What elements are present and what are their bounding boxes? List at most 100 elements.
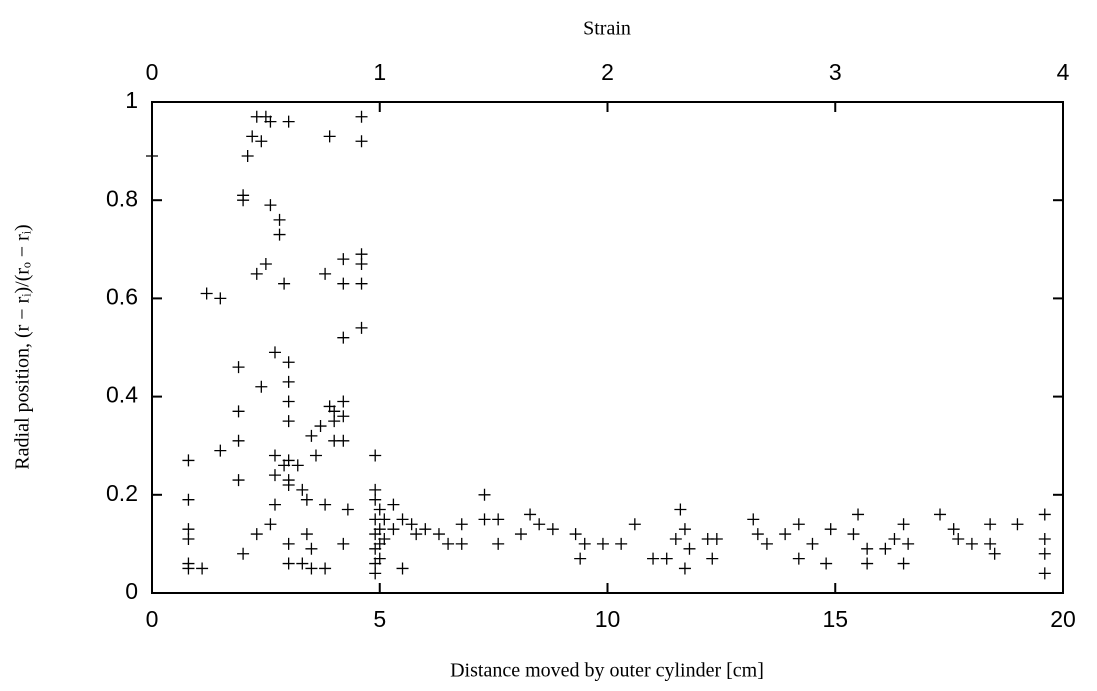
point [355,277,368,290]
point [879,542,892,555]
point [182,493,195,506]
point [792,518,805,531]
point [419,523,432,536]
point [861,542,874,555]
point [319,562,332,575]
point [492,513,505,526]
point [337,395,350,408]
point [792,552,805,565]
point [852,508,865,521]
point [250,267,263,280]
point [492,537,505,550]
point [296,557,309,570]
point [268,469,281,482]
point [615,537,628,550]
point [596,537,609,550]
plot-frame [151,101,1064,594]
point [861,557,874,570]
point [647,552,660,565]
point [897,557,910,570]
point [182,532,195,545]
point [282,415,295,428]
point [533,518,546,531]
y-axis-title: Radial position, (r − rᵢ)/(rₒ − rᵢ) [12,224,34,469]
point [378,513,391,526]
point [455,518,468,531]
point [278,277,291,290]
point [232,405,245,418]
point [779,528,792,541]
point [514,528,527,541]
point [259,258,272,271]
point [337,277,350,290]
point [442,537,455,550]
point [373,503,386,516]
point [282,375,295,388]
point [232,361,245,374]
point [264,199,277,212]
point [674,503,687,516]
point [760,537,773,550]
x2-tick-label: 3 [829,59,842,85]
point [246,130,259,143]
point [232,434,245,447]
top-axis-title: Strain [583,18,631,40]
point [305,562,318,575]
point [309,449,322,462]
point [268,346,281,359]
point [305,429,318,442]
point [660,552,673,565]
point [1038,532,1051,545]
point [300,528,313,541]
y-tick-label: 0.8 [106,185,138,211]
point [305,542,318,555]
point [355,110,368,123]
point [546,523,559,536]
point [323,130,336,143]
point [291,459,304,472]
point [319,498,332,511]
point [328,415,341,428]
point [337,434,350,447]
point [965,537,978,550]
x2-tick-label: 1 [373,59,386,85]
point [683,542,696,555]
point [250,528,263,541]
point [706,552,719,565]
y-tick-label: 0.2 [106,480,138,506]
point [396,513,409,526]
point [387,498,400,511]
point [751,528,764,541]
point [888,532,901,545]
point [669,532,682,545]
point [1038,508,1051,521]
x-tick-label: 15 [822,606,848,632]
point [396,562,409,575]
point [387,523,400,536]
point [282,356,295,369]
point [678,523,691,536]
point [200,287,213,300]
point [282,115,295,128]
x2-tick-label: 2 [601,59,614,85]
x2-tick-label: 4 [1057,59,1070,85]
point [282,454,295,467]
point [241,150,254,163]
point [369,493,382,506]
point [455,537,468,550]
point [378,532,391,545]
point [282,557,295,570]
point [214,444,227,457]
point [268,498,281,511]
point [806,537,819,550]
point [337,253,350,266]
point [628,518,641,531]
point [337,410,350,423]
point [1011,518,1024,531]
point [182,562,195,575]
point [747,513,760,526]
x2-tick-label: 0 [146,59,159,85]
point [255,380,268,393]
point [710,532,723,545]
